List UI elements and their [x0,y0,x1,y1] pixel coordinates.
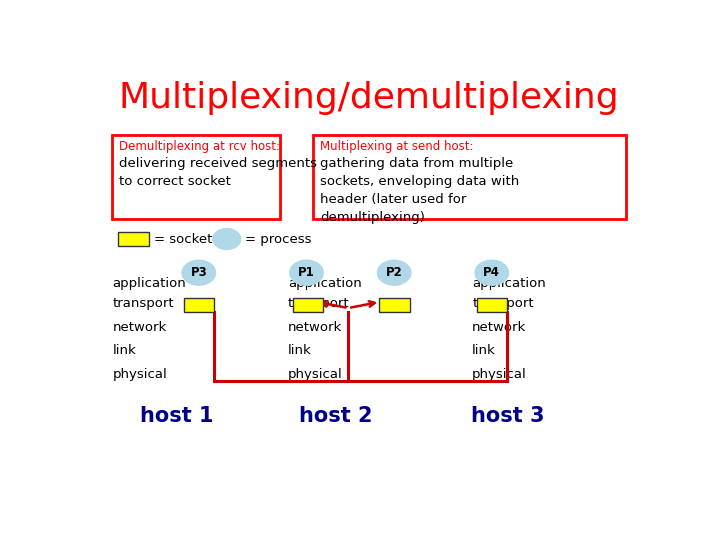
Text: link: link [112,345,136,357]
Text: P1: P1 [298,266,315,279]
Circle shape [213,228,240,249]
Text: transport: transport [288,298,350,310]
Text: physical: physical [112,368,167,381]
Text: transport: transport [472,298,534,310]
Text: delivering received segments
to correct socket: delivering received segments to correct … [119,157,317,188]
Text: P2: P2 [386,266,402,279]
Text: application: application [472,276,546,289]
Circle shape [289,260,323,285]
Text: link: link [472,345,496,357]
Text: Demultiplexing at rcv host:: Demultiplexing at rcv host: [119,140,280,153]
Circle shape [475,260,508,285]
FancyBboxPatch shape [112,136,279,219]
Text: network: network [112,321,166,334]
Text: application: application [288,276,362,289]
Text: network: network [288,321,342,334]
Text: application: application [112,276,186,289]
FancyBboxPatch shape [379,299,410,312]
FancyBboxPatch shape [477,299,508,312]
FancyBboxPatch shape [313,136,626,219]
Text: physical: physical [472,368,527,381]
Text: Multiplexing at send host:: Multiplexing at send host: [320,140,473,153]
Text: gathering data from multiple
sockets, enveloping data with
header (later used fo: gathering data from multiple sockets, en… [320,157,519,224]
Text: P4: P4 [483,266,500,279]
Circle shape [377,260,411,285]
FancyBboxPatch shape [118,232,148,246]
Text: transport: transport [112,298,174,310]
Text: Multiplexing/demultiplexing: Multiplexing/demultiplexing [119,81,619,115]
FancyBboxPatch shape [292,299,323,312]
Text: physical: physical [288,368,343,381]
Text: = socket: = socket [154,233,212,246]
Text: host 2: host 2 [299,406,372,426]
Text: host 1: host 1 [140,406,213,426]
Text: P3: P3 [190,266,207,279]
Text: = process: = process [245,233,312,246]
Text: link: link [288,345,312,357]
Text: host 3: host 3 [471,406,544,426]
Text: network: network [472,321,526,334]
Circle shape [182,260,215,285]
FancyBboxPatch shape [184,299,215,312]
